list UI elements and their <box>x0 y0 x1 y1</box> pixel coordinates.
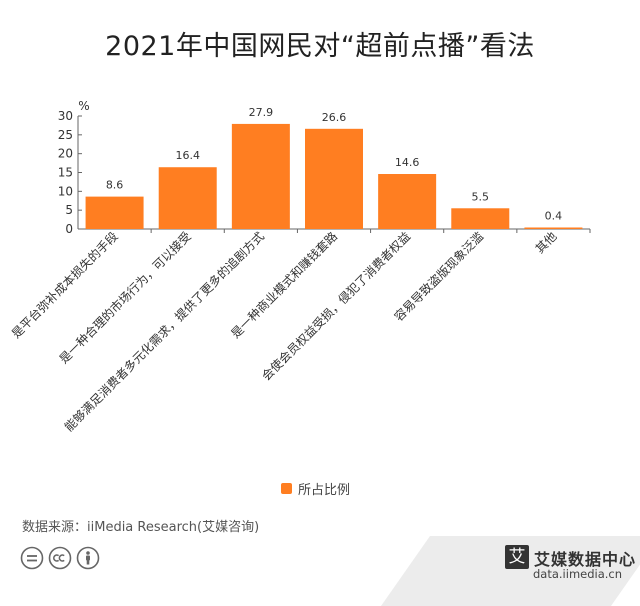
y-tick-label: 10 <box>58 184 73 198</box>
bar <box>158 167 217 229</box>
bar <box>451 208 510 229</box>
legend-swatch <box>281 482 292 494</box>
x-tick-label: 会使会员权益受损，侵犯了消费者权益 <box>258 229 413 384</box>
x-tick-label: 是一种合理的市场行为，可以接受 <box>56 229 194 367</box>
data-label: 26.6 <box>322 111 347 124</box>
bar <box>85 196 144 229</box>
source-note: 数据来源：iiMedia Research(艾媒咨询) <box>22 520 260 535</box>
bar <box>378 174 437 229</box>
x-tick-label: 其他 <box>533 229 560 256</box>
brand-logo: 艾 <box>505 545 529 569</box>
license-icons <box>20 546 100 570</box>
chart-title: 2021年中国网民对“超前点播”看法 <box>105 31 535 62</box>
y-tick-label: 20 <box>58 147 73 161</box>
data-label: 16.4 <box>175 149 200 162</box>
data-label: 0.4 <box>545 209 563 222</box>
person-icon <box>76 546 100 570</box>
y-tick-label: 30 <box>58 109 73 123</box>
data-label: 27.9 <box>249 106 274 119</box>
y-tick-label: 25 <box>58 128 73 142</box>
bar <box>305 128 363 229</box>
legend-label: 所占比例 <box>298 482 351 498</box>
y-tick-label: 15 <box>58 166 73 180</box>
cc-icon <box>48 546 72 570</box>
bar-chart: %0510152025308.6是平台弥补成本损失的手段16.4是一种合理的市场… <box>8 99 591 434</box>
legend: 所占比例 <box>281 480 351 498</box>
data-label: 14.6 <box>395 156 420 169</box>
brand-block: 艾 艾媒数据中心 data.iimedia.cn <box>505 545 635 581</box>
equal-icon <box>20 546 44 570</box>
bar <box>231 123 290 229</box>
y-axis-unit: % <box>78 99 89 113</box>
brand-url: data.iimedia.cn <box>533 567 623 581</box>
y-tick-label: 5 <box>65 203 73 217</box>
brand-name: 艾媒数据中心 <box>534 550 637 569</box>
y-tick-label: 0 <box>65 222 73 236</box>
data-label: 5.5 <box>472 190 490 203</box>
data-label: 8.6 <box>106 179 124 192</box>
bar <box>524 227 583 229</box>
